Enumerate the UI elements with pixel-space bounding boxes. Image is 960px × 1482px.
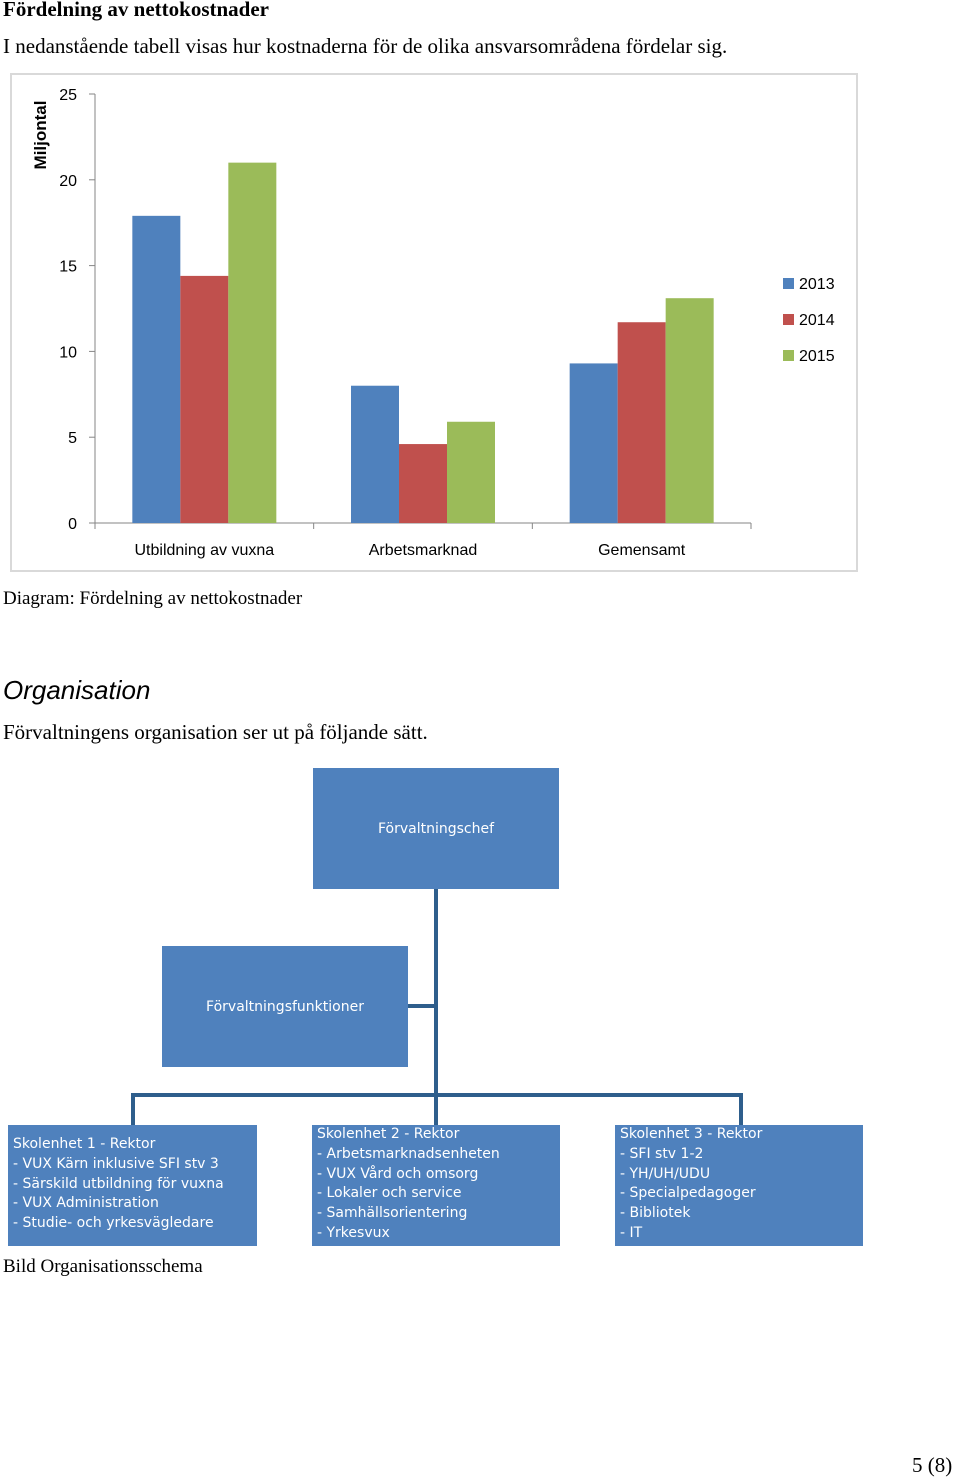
legend-label: 2015 — [799, 348, 835, 365]
unit-2-line: - VUX Vård och omsorg — [317, 1165, 479, 1182]
legend-swatch — [783, 314, 794, 325]
legend-label: 2014 — [799, 312, 835, 329]
cost-bar-chart: 0 5 10 15 20 25 Miljontal Utbildning av vuxna Ar… — [31, 87, 835, 559]
unit-1-line: - VUX Kärn inklusive SFI stv 3 — [13, 1155, 219, 1172]
org-section-title: Organisation — [3, 675, 151, 705]
unit-3-line: Skolenhet 3 - Rektor — [620, 1126, 763, 1142]
org-box-unit-1: Skolenhet 1 - Rektor - VUX Kärn inklusiv… — [8, 1125, 257, 1246]
legend-label: 2013 — [799, 276, 835, 293]
y-axis-label: Miljontal — [31, 101, 50, 170]
bar-2013 — [132, 215, 181, 523]
bar-2014 — [399, 444, 447, 523]
connector-functions — [406, 1004, 436, 1008]
unit-1-line: - Särskild utbildning för vuxna — [13, 1175, 224, 1192]
y-tick-label: 25 — [59, 87, 77, 104]
bar-2015 — [665, 298, 714, 523]
org-box-unit-2: Skolenhet 2 - Rektor - Arbetsmarknadsenh… — [312, 1125, 560, 1246]
org-box-chief-label: Förvaltningschef — [377, 820, 495, 837]
bar-2015 — [447, 421, 495, 523]
connector-chief-down — [434, 889, 438, 1095]
org-box-functions: Förvaltningsfunktioner — [162, 946, 408, 1067]
unit-2-line: - Yrkesvux — [317, 1224, 390, 1241]
unit-1-line: Skolenhet 1 - Rektor — [13, 1136, 156, 1152]
legend-swatch — [783, 350, 794, 361]
connector-unit-1 — [131, 1093, 135, 1126]
y-tick-label: 0 — [68, 516, 77, 533]
unit-3-line: - Specialpedagoger — [620, 1185, 756, 1202]
y-tick-label: 15 — [59, 259, 77, 276]
unit-3-line: - IT — [620, 1224, 643, 1241]
connector-unit-2 — [434, 1093, 438, 1126]
connector-unit-3 — [739, 1093, 743, 1126]
org-box-chief: Förvaltningschef — [313, 768, 559, 889]
unit-2-line: - Lokaler och service — [317, 1185, 462, 1202]
unit-1-line: - VUX Administration — [13, 1195, 159, 1212]
y-tick-label: 5 — [68, 430, 77, 447]
y-tick-label: 10 — [59, 344, 77, 361]
unit-2-line: - Arbetsmarknadsenheten — [317, 1145, 500, 1162]
bar-2014 — [180, 275, 229, 523]
y-tick-label: 20 — [59, 173, 77, 190]
bar-2015 — [228, 162, 277, 523]
x-tick-label: Arbetsmarknad — [369, 542, 478, 559]
section-heading: Fördelning av nettokostnader — [3, 0, 270, 21]
org-intro-text: Förvaltningens organisation ser ut på fö… — [3, 720, 428, 744]
unit-2-line: - Samhällsorientering — [317, 1205, 468, 1222]
org-caption: Bild Organisationsschema — [3, 1256, 203, 1277]
bar-2013 — [351, 385, 399, 523]
x-tick-label: Gemensamt — [598, 542, 686, 559]
intro-text: I nedanstående tabell visas hur kostnade… — [3, 34, 728, 58]
unit-2-line: Skolenhet 2 - Rektor — [317, 1126, 460, 1142]
chart-caption: Diagram: Fördelning av nettokostnader — [3, 588, 303, 609]
bar-2014 — [617, 322, 666, 523]
unit-3-line: - YH/UH/UDU — [620, 1165, 711, 1182]
unit-3-line: - SFI stv 1-2 — [620, 1145, 704, 1162]
bar-2013 — [569, 363, 618, 523]
legend-swatch — [783, 278, 794, 289]
page-number: 5 (8) — [912, 1453, 953, 1477]
x-tick-label: Utbildning av vuxna — [135, 542, 275, 559]
unit-3-line: - Bibliotek — [620, 1205, 691, 1222]
org-box-unit-3: Skolenhet 3 - Rektor - SFI stv 1-2 - YH/… — [615, 1125, 863, 1246]
unit-1-line: - Studie- och yrkesvägledare — [13, 1215, 214, 1232]
org-box-functions-label: Förvaltningsfunktioner — [206, 998, 364, 1015]
